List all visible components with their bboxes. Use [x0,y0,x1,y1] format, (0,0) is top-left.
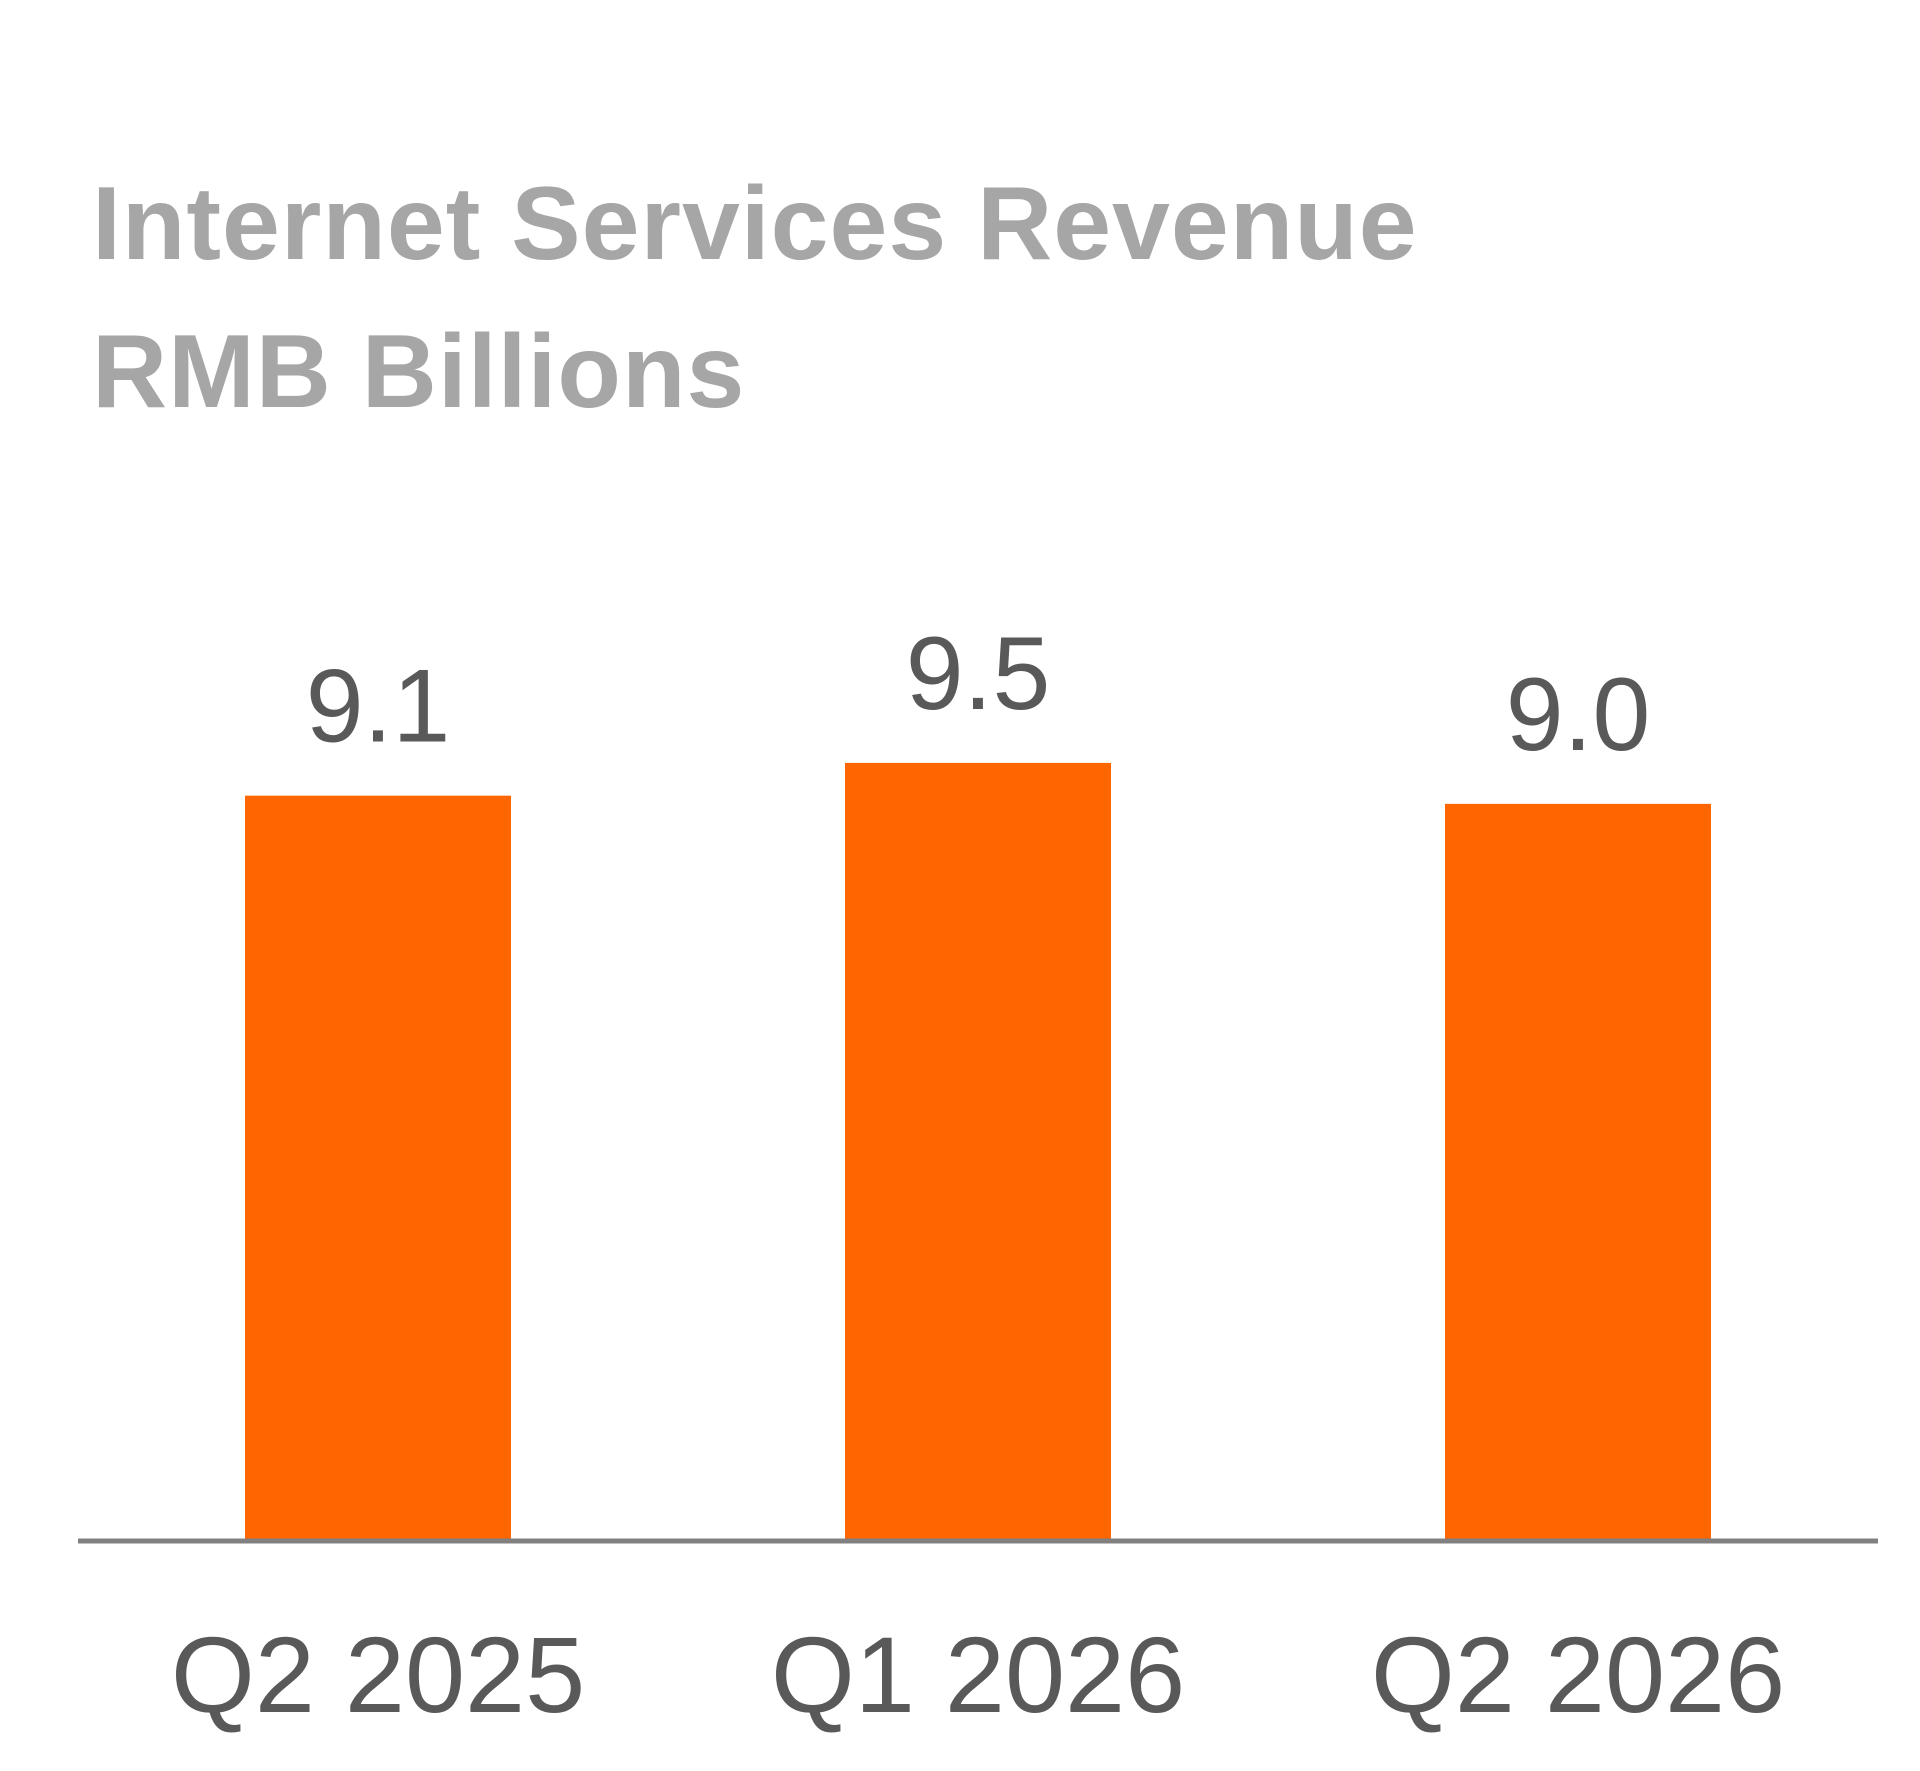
category-label-2: Q2 2026 [1371,1614,1785,1735]
category-label-0: Q2 2025 [171,1614,585,1735]
bars-group [245,762,1711,1541]
bar-0 [245,795,511,1541]
value-label-0: 9.1 [306,649,451,765]
chart-title-block: Internet Services Revenue RMB Billions [92,150,1418,446]
category-label-1: Q1 2026 [771,1614,1185,1735]
category-labels-group: Q2 2025 Q1 2026 Q2 2026 [171,1614,1785,1735]
bar-1 [845,762,1111,1541]
bar-2 [1445,803,1711,1541]
value-label-2: 9.0 [1506,657,1651,773]
value-label-1: 9.5 [906,616,1051,732]
chart-subtitle: RMB Billions [92,314,746,430]
chart-title: Internet Services Revenue [92,166,1418,282]
value-labels-group: 9.1 9.5 9.0 [306,616,1651,773]
